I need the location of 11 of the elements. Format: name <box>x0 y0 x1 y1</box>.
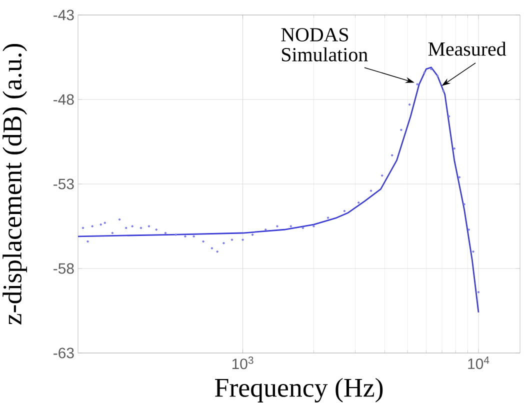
y-axis-title: z-displacement (dB) (a.u.) <box>2 44 27 324</box>
y-tick-label: -63 <box>54 348 74 358</box>
y-tick-label: -48 <box>54 94 74 105</box>
annotation: Measured <box>428 42 506 56</box>
x-tick-label: 10$^{3}$ <box>232 356 254 370</box>
y-tick-label: -58 <box>54 263 74 274</box>
y-tick-label: -43 <box>54 10 74 20</box>
annotation: NODAS Simulation <box>281 28 368 62</box>
y-tick-label: -53 <box>54 178 74 190</box>
x-axis-title: Frequency (Hz) <box>215 378 383 402</box>
x-tick-label: 10$^{4}$ <box>468 356 490 370</box>
